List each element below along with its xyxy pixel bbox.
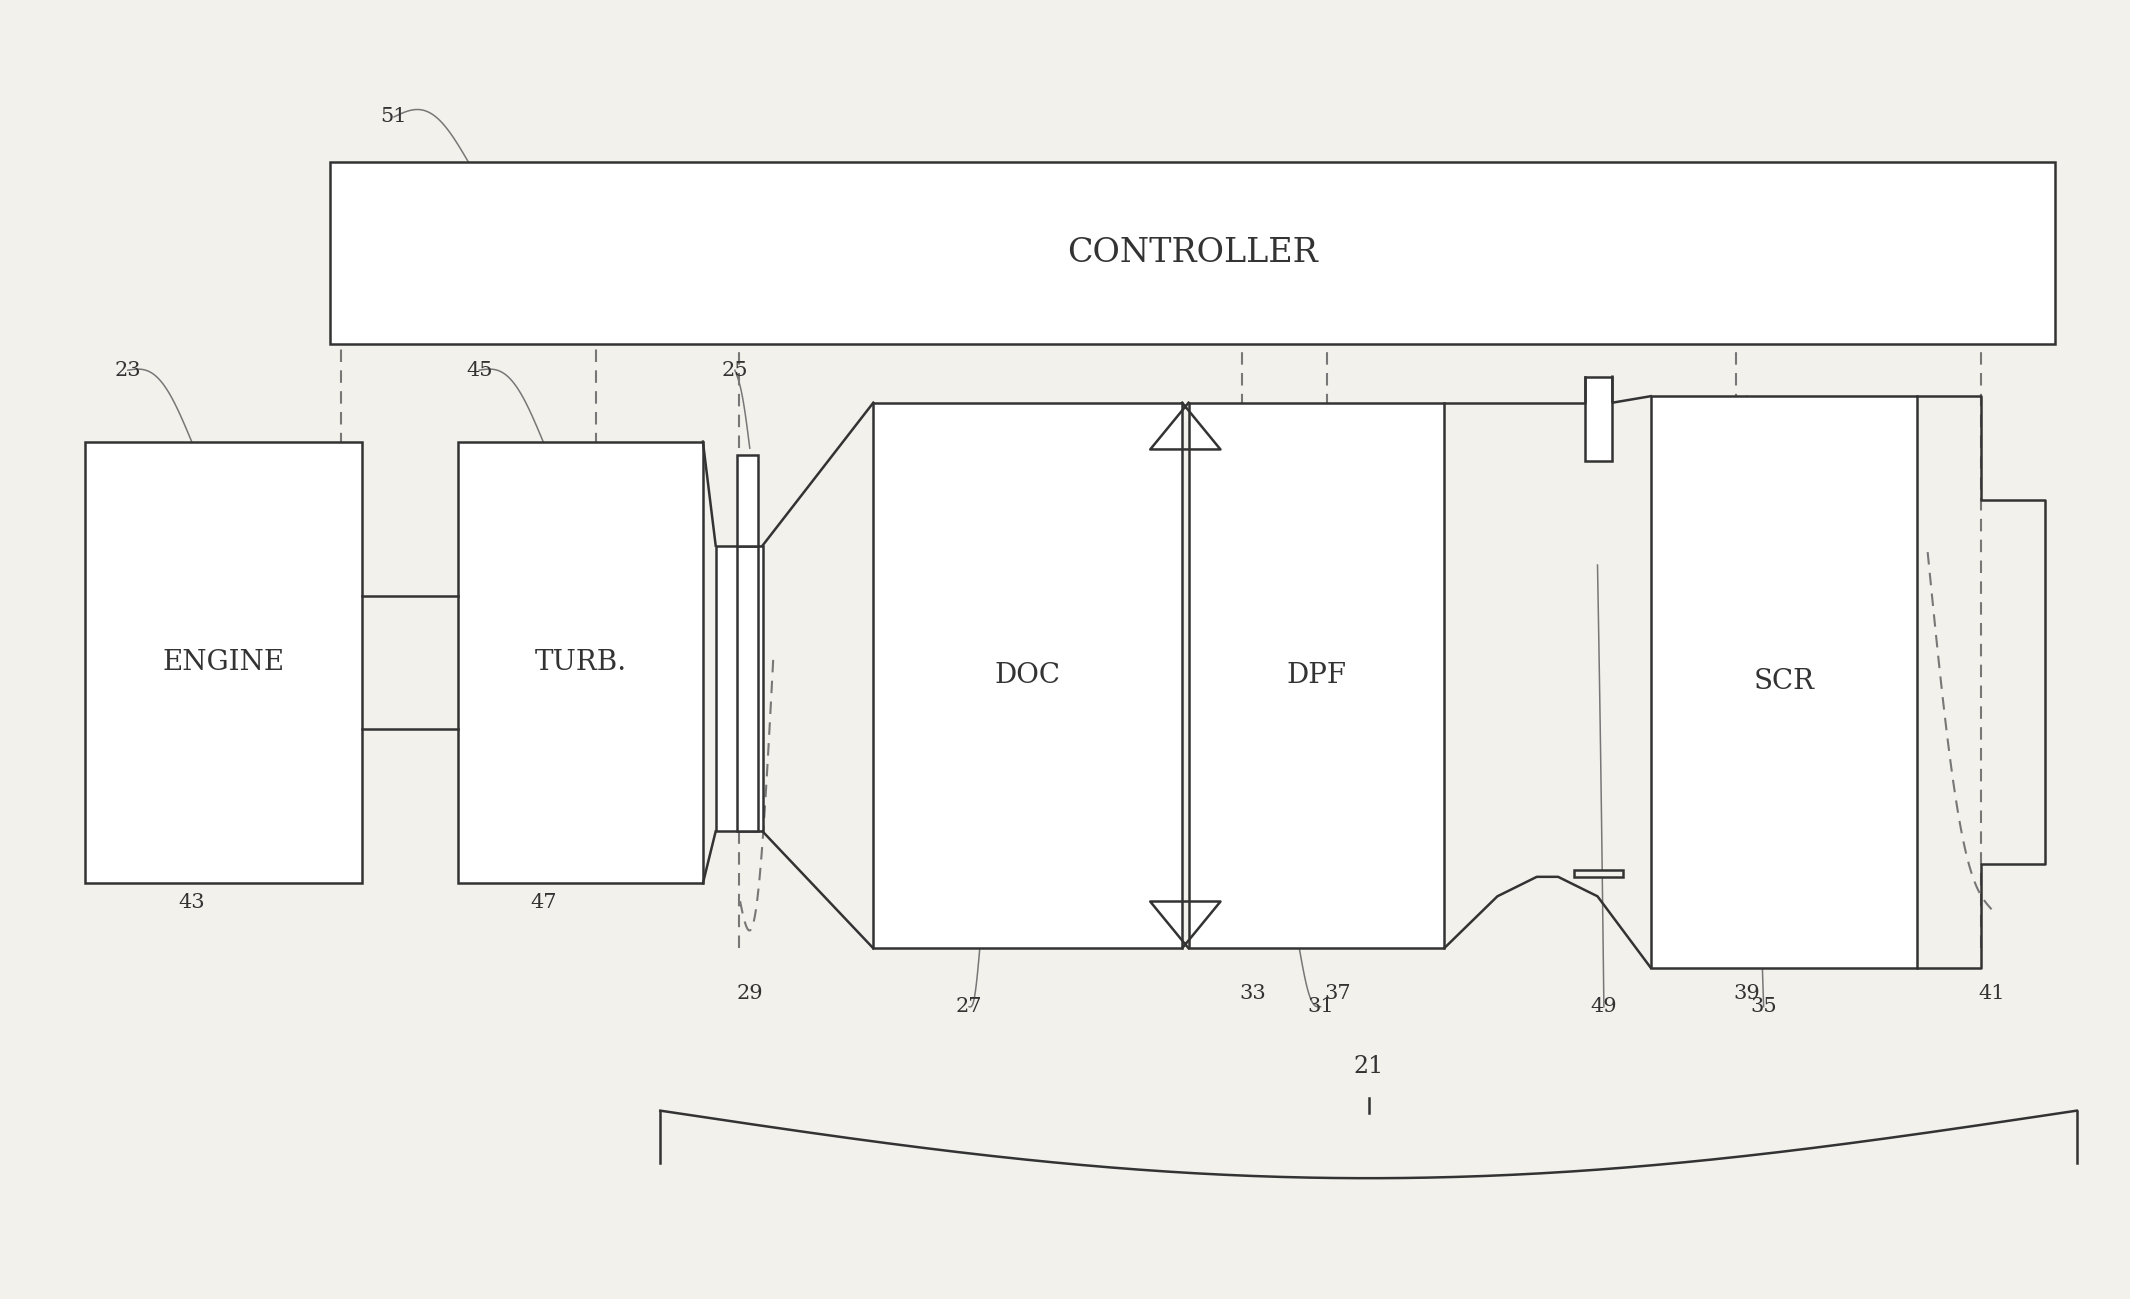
Text: 51: 51 bbox=[381, 108, 407, 126]
Bar bbox=[737, 455, 758, 546]
Text: 47: 47 bbox=[530, 894, 556, 912]
Text: 31: 31 bbox=[1308, 998, 1333, 1016]
Text: 49: 49 bbox=[1591, 998, 1617, 1016]
Bar bbox=[458, 442, 703, 883]
Text: 39: 39 bbox=[1734, 985, 1759, 1003]
Text: 43: 43 bbox=[179, 894, 204, 912]
Bar bbox=[1585, 377, 1612, 461]
Text: 41: 41 bbox=[1979, 985, 2004, 1003]
Text: 23: 23 bbox=[115, 361, 141, 379]
Text: CONTROLLER: CONTROLLER bbox=[1067, 238, 1318, 269]
Text: 45: 45 bbox=[466, 361, 492, 379]
Bar bbox=[1574, 870, 1623, 877]
Text: 27: 27 bbox=[956, 998, 982, 1016]
Text: ENGINE: ENGINE bbox=[162, 650, 285, 675]
Text: DPF: DPF bbox=[1287, 662, 1346, 688]
Bar bbox=[85, 442, 362, 883]
Text: 33: 33 bbox=[1240, 985, 1265, 1003]
Bar bbox=[873, 403, 1182, 948]
Text: DOC: DOC bbox=[995, 662, 1061, 688]
Text: 35: 35 bbox=[1751, 998, 1776, 1016]
Text: 25: 25 bbox=[722, 361, 748, 379]
Bar bbox=[716, 546, 763, 831]
Bar bbox=[1189, 403, 1444, 948]
Bar bbox=[737, 546, 758, 831]
Text: SCR: SCR bbox=[1753, 669, 1815, 695]
Bar bbox=[330, 162, 2055, 344]
Text: 37: 37 bbox=[1325, 985, 1350, 1003]
Bar bbox=[1651, 396, 1917, 968]
Text: 21: 21 bbox=[1353, 1055, 1384, 1078]
Text: TURB.: TURB. bbox=[535, 650, 626, 675]
Text: 29: 29 bbox=[737, 985, 763, 1003]
